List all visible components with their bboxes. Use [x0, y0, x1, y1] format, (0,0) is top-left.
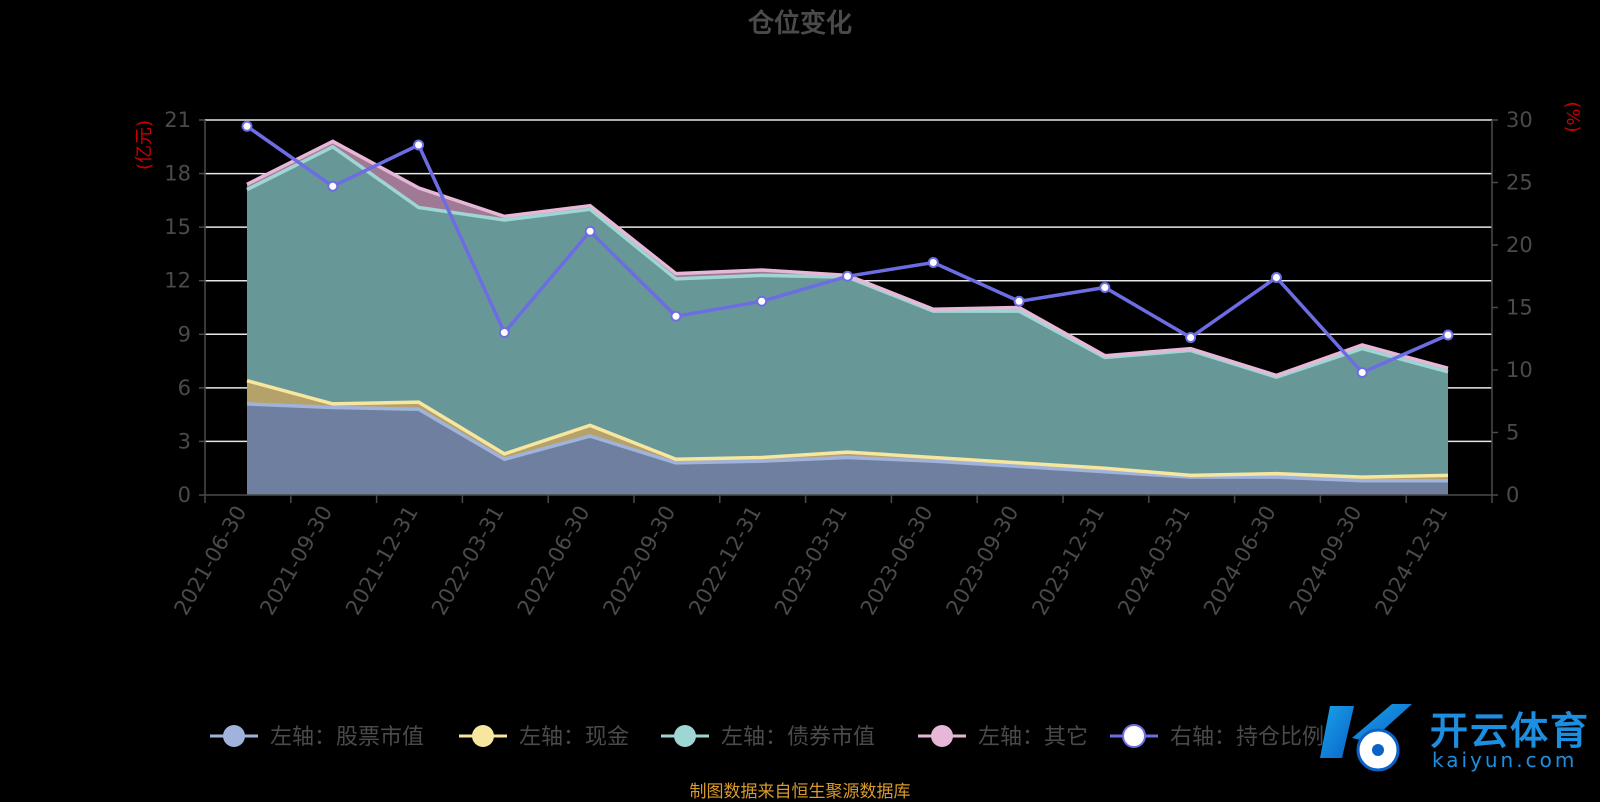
x-tick-label: 2023-03-31: [770, 502, 852, 620]
y-right-tick-label: 25: [1506, 171, 1533, 195]
holding-ratio-point: [670, 310, 682, 322]
legend-marker: [1122, 724, 1146, 748]
x-tick-label: 2024-06-30: [1199, 502, 1281, 620]
x-tick-label: 2022-09-30: [598, 502, 680, 620]
legend-marker: [472, 725, 494, 747]
watermark-domain: kaiyun.com: [1432, 748, 1578, 772]
x-tick-label: 2021-06-30: [170, 502, 252, 620]
watermark-logo: 开云体育 kaiyun.com: [1312, 698, 1592, 788]
x-tick-label: 2022-03-31: [427, 502, 509, 620]
holding-ratio-point: [413, 139, 425, 151]
legend-marker: [931, 725, 953, 747]
holding-ratio-point: [241, 120, 253, 132]
data-source-note: 制图数据来自恒生聚源数据库: [689, 782, 911, 802]
legend-marker: [674, 725, 696, 747]
x-tick-label: 2023-06-30: [856, 501, 938, 619]
x-tick-label: 2024-03-31: [1113, 502, 1195, 620]
holding-ratio-point: [842, 270, 853, 282]
legend-label: 右轴：持仓比例: [1170, 725, 1324, 750]
holding-ratio-point: [498, 327, 510, 338]
y-left-tick-label: 18: [164, 162, 191, 186]
area-layer: [247, 141, 1448, 495]
kaiyun-logo-icon: [1320, 704, 1412, 772]
legend: 左轴：股票市值 左轴：现金 左轴：债券市值 左轴：其它 右轴：持仓比例: [210, 724, 1324, 750]
y-right-tick-label: 15: [1506, 296, 1533, 320]
point-layer: [241, 120, 1454, 378]
x-tick-label: 2024-12-31: [1371, 502, 1453, 620]
holding-ratio-point: [327, 180, 339, 192]
line-左轴：股票市值: [246, 402, 1448, 483]
holding-ratio-point: [927, 257, 939, 268]
area-左轴：债券市值: [247, 146, 1448, 478]
y-left-tick-label: 0: [178, 483, 191, 507]
watermark-brand: 开云体育: [1430, 709, 1591, 753]
area-左轴：股票市值: [247, 403, 1448, 495]
y-right-tick-label: 20: [1506, 233, 1533, 257]
legend-label: 左轴：现金: [519, 725, 629, 750]
holding-ratio-point: [756, 295, 768, 307]
x-tick-label: 2022-06-30: [513, 502, 595, 620]
legend-label: 左轴：债券市值: [721, 725, 875, 750]
holding-ratio-point: [584, 225, 596, 237]
holding-ratio-point: [1442, 329, 1454, 341]
y-left-unit: (亿元): [134, 120, 155, 170]
x-tick-label: 2022-12-31: [684, 502, 766, 620]
y-right-tick-label: 0: [1506, 483, 1519, 507]
y-right-unit: (%): [1562, 101, 1583, 132]
x-tick-label: 2024-09-30: [1285, 502, 1367, 620]
y-left-tick-label: 21: [164, 108, 191, 132]
holding-ratio-point: [1099, 282, 1111, 293]
y-left-tick-label: 3: [178, 429, 191, 453]
line-左轴：现金: [246, 379, 1449, 479]
y-left-tick-label: 6: [178, 376, 191, 400]
holding-ratio-point: [1356, 367, 1368, 378]
holding-ratio-point: [1185, 332, 1197, 343]
y-right-tick-label: 30: [1506, 108, 1533, 132]
x-tick-label: 2021-09-30: [255, 502, 337, 620]
legend-marker: [223, 725, 245, 747]
y-right-tick-label: 5: [1506, 421, 1519, 445]
x-tick-label: 2023-09-30: [942, 502, 1024, 620]
y-right-tick-label: 10: [1506, 358, 1533, 382]
chart-title: 仓位变化: [747, 8, 852, 39]
holding-ratio-point: [1270, 272, 1282, 283]
x-tick-label: 2021-12-31: [341, 501, 423, 619]
x-tick-label: 2023-12-31: [1027, 502, 1109, 620]
area-左轴：其它: [247, 141, 1448, 378]
holding-ratio-point: [1013, 295, 1025, 307]
legend-label: 左轴：股票市值: [270, 725, 424, 750]
legend-label: 左轴：其它: [978, 725, 1088, 750]
y-left-tick-label: 15: [164, 215, 191, 239]
y-left-tick-label: 9: [178, 322, 191, 346]
y-left-tick-label: 12: [164, 269, 191, 293]
